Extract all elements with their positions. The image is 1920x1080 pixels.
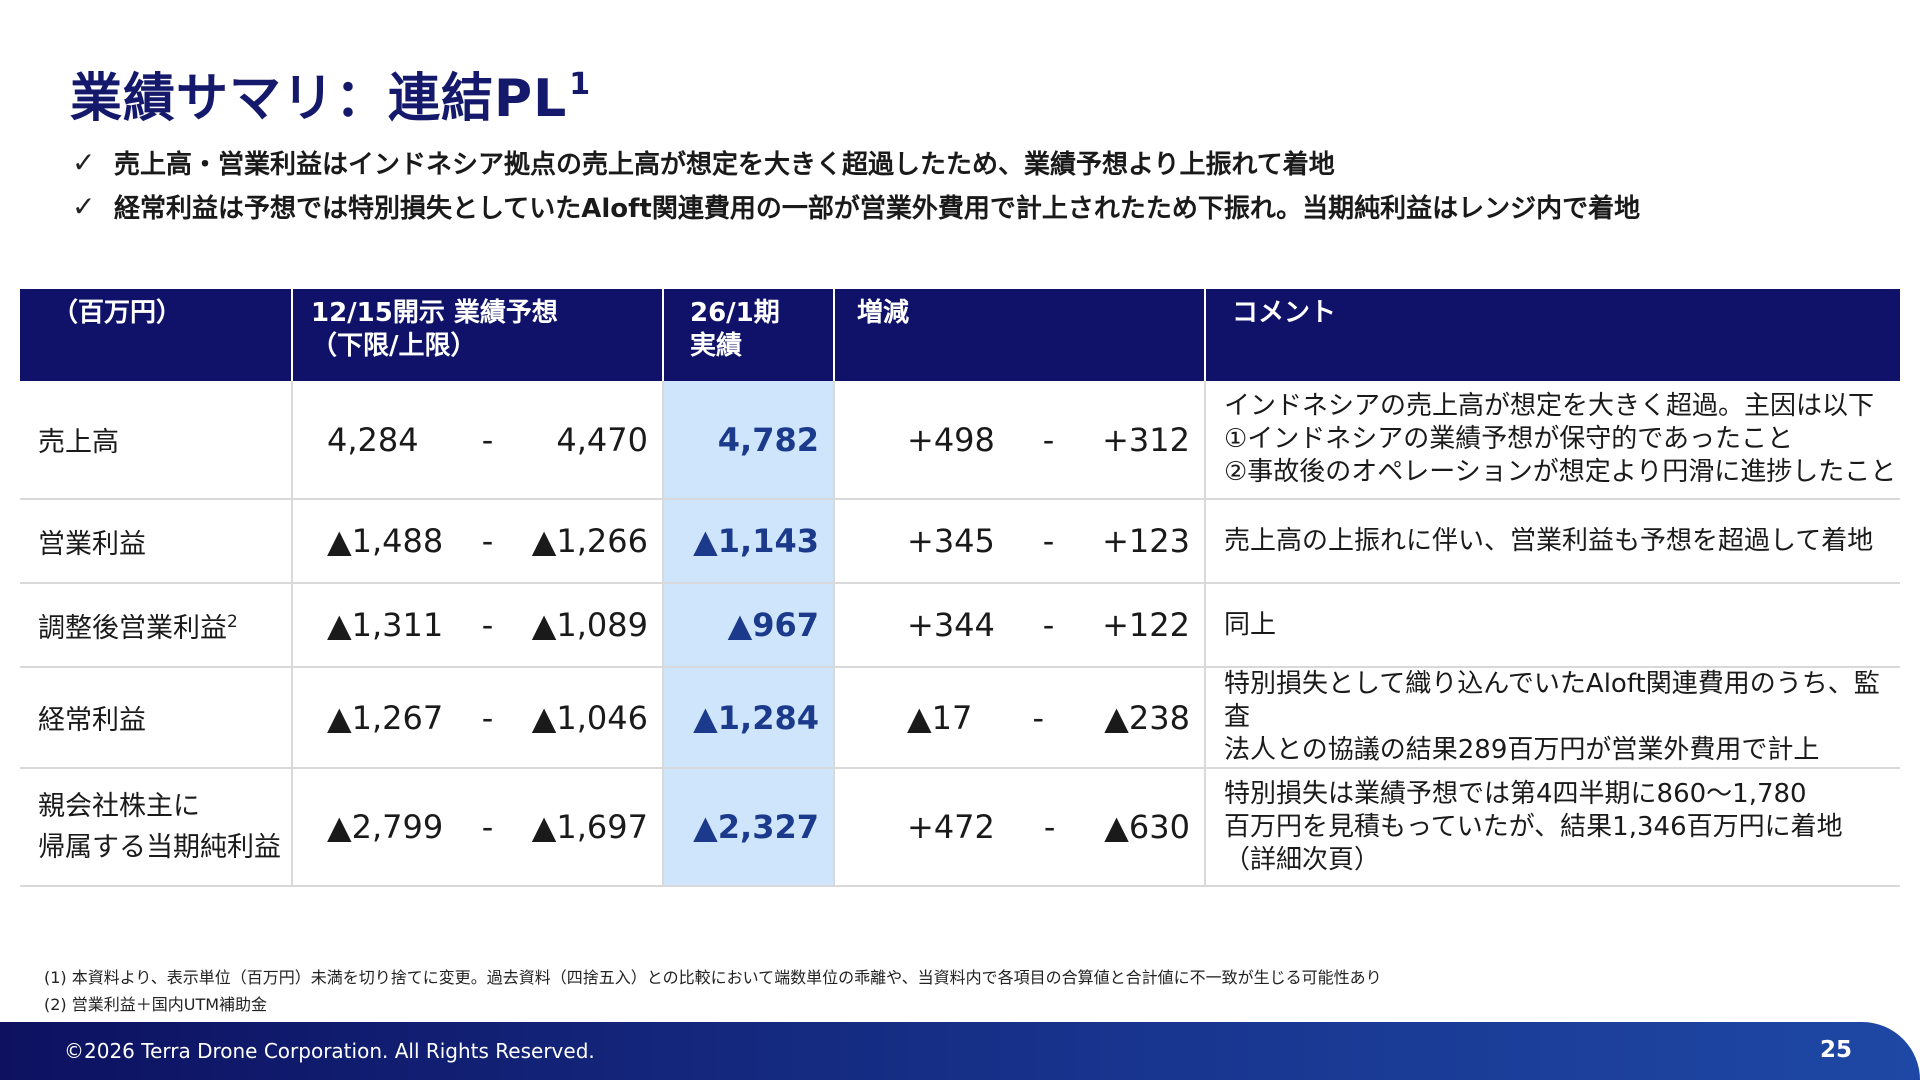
forecast-high: ▲1,046	[531, 698, 648, 737]
forecast-high: ▲1,089	[531, 606, 648, 644]
actual-value: ▲967	[663, 583, 835, 668]
table-row: 親会社株主に 帰属する当期純利益 ▲2,799- ▲1,697 ▲2,327 +472-…	[20, 768, 1900, 887]
row-comment-text: 特別損失は業績予想では第4四半期に860～1,780 百万円を見積もっていたが、…	[1224, 778, 1843, 875]
range-separator: -	[481, 698, 494, 737]
forecast-high: ▲1,266	[531, 522, 648, 560]
row-comment-text: 売上高の上振れに伴い、営業利益も予想を超過して着地	[1224, 525, 1874, 556]
table-row: 調整後営業利益2 ▲1,311- ▲1,089 ▲967 +344- +122 同上	[20, 583, 1900, 668]
row-comment: 特別損失として織り込んでいたAloft関連費用のうち、監査 法人との協議の結果2…	[1205, 667, 1900, 769]
forecast-range-cell: ▲1,311- ▲1,089	[292, 583, 664, 668]
change-low: ▲17	[907, 698, 973, 737]
change-range-cell: +472 - ▲630	[834, 768, 1206, 887]
range-separator: -	[481, 606, 494, 644]
forecast-range-cell: ▲1,267- ▲1,046	[292, 667, 664, 769]
range-separator: -	[1042, 522, 1055, 560]
title-footnote-marker: 1	[569, 67, 592, 102]
footer-bar: ©2026 Terra Drone Corporation. All Right…	[0, 1022, 1920, 1080]
forecast-low: ▲1,311	[327, 606, 444, 644]
table-row: 売上高 4,284 - 4,470 4,782 +498 - +312 インドネシアの売上高が想…	[20, 381, 1900, 500]
change-high: ▲238	[1104, 698, 1190, 737]
change-low: +344	[907, 606, 995, 644]
table-row: 営業利益 ▲1,488- ▲1,266 ▲1,143 +345- +123 売上高の上振れに…	[20, 499, 1900, 584]
range-separator: -	[1032, 698, 1045, 737]
header-forecast-line2: （下限/上限）	[311, 331, 477, 361]
change-low: +498	[907, 420, 995, 459]
change-high: ▲630	[1104, 808, 1190, 846]
actual-value: ▲1,143	[663, 499, 835, 584]
header-actual-line2: 実績	[690, 331, 743, 361]
range-separator: -	[1042, 420, 1055, 459]
header-actual-line1: 26/1期	[690, 298, 780, 328]
range-separator: -	[1042, 606, 1055, 644]
table-header-row: （百万円） 12/15開示 業績予想 （下限/上限） 26/1期 実績 増減 コ…	[20, 289, 1900, 381]
row-item-label: 営業利益	[38, 528, 146, 560]
header-unit: （百万円）	[20, 289, 293, 381]
slide-title-text: 業績サマリ：連結PL	[70, 69, 568, 129]
row-comment-text: インドネシアの売上高が想定を大きく超過。主因は以下 ①インドネシアの業績予想が保…	[1224, 391, 1897, 487]
change-range-cell: +344 - +122	[834, 583, 1206, 668]
copyright-text: ©2026 Terra Drone Corporation. All Right…	[64, 1039, 595, 1063]
header-forecast: 12/15開示 業績予想 （下限/上限）	[292, 289, 664, 381]
forecast-low: 4,284	[327, 420, 419, 459]
row-item: 営業利益	[20, 499, 293, 584]
checkmark-icon: ✓	[72, 145, 96, 179]
row-comment: 同上	[1205, 583, 1900, 668]
row-item-footnote-marker: 2	[227, 611, 238, 632]
summary-bullet: ✓ 経常利益は予想では特別損失としていたAloft関連費用の一部が営業外費用で計…	[72, 184, 1640, 228]
page-number: 25	[1819, 1037, 1852, 1063]
slide-title: 業績サマリ：連結PL1	[70, 56, 591, 131]
row-item-label: 売上高	[38, 427, 119, 458]
forecast-low: ▲2,799	[327, 808, 444, 846]
row-item-label: 経常利益	[38, 705, 146, 736]
forecast-range-cell: ▲2,799- ▲1,697	[292, 768, 664, 887]
header-actual: 26/1期 実績	[663, 289, 835, 381]
forecast-high: ▲1,697	[531, 808, 648, 846]
table-row: 経常利益 ▲1,267- ▲1,046 ▲1,284 ▲17- ▲238 特別損失として織り…	[20, 667, 1900, 769]
forecast-range-cell: ▲1,488- ▲1,266	[292, 499, 664, 584]
bullet-text: 売上高・営業利益はインドネシア拠点の売上高が想定を大きく超過したため、業績予想よ…	[114, 149, 1335, 180]
consolidated-pl-table: （百万円） 12/15開示 業績予想 （下限/上限） 26/1期 実績 増減 コ…	[20, 289, 1900, 887]
row-item: 売上高	[20, 381, 293, 500]
row-item: 調整後営業利益2	[20, 583, 293, 668]
change-range-cell: +498 - +312	[834, 381, 1206, 500]
change-low: +345	[907, 522, 995, 560]
row-item-label: 親会社株主に 帰属する当期純利益	[38, 790, 281, 863]
summary-bullets: ✓ 売上高・営業利益はインドネシア拠点の売上高が想定を大きく超過したため、業績予…	[72, 140, 1640, 228]
range-separator: -	[481, 420, 494, 459]
forecast-range-cell: 4,284 - 4,470	[292, 381, 664, 500]
change-high: +312	[1102, 420, 1190, 459]
change-range-cell: +345 - +123	[834, 499, 1206, 584]
footnote: (1) 本資料より、表示単位（百万円）未満を切り捨てに変更。過去資料（四捨五入）…	[44, 968, 1382, 987]
footnotes: (1) 本資料より、表示単位（百万円）未満を切り捨てに変更。過去資料（四捨五入）…	[44, 964, 1382, 1018]
change-range-cell: ▲17 - ▲238	[834, 667, 1206, 769]
change-low: +472	[907, 808, 995, 846]
actual-value: ▲1,284	[663, 667, 835, 769]
summary-bullet: ✓ 売上高・営業利益はインドネシア拠点の売上高が想定を大きく超過したため、業績予…	[72, 140, 1640, 184]
row-item-label: 調整後営業利益	[38, 612, 227, 644]
header-comment: コメント	[1205, 289, 1900, 381]
header-change: 増減	[834, 289, 1206, 381]
header-forecast-line1: 12/15開示 業績予想	[311, 298, 558, 328]
change-high: +123	[1102, 522, 1190, 560]
forecast-high: 4,470	[556, 420, 648, 459]
row-item: 経常利益	[20, 667, 293, 769]
row-comment: インドネシアの売上高が想定を大きく超過。主因は以下 ①インドネシアの業績予想が保…	[1205, 381, 1900, 500]
actual-value: ▲2,327	[663, 768, 835, 887]
footnote: (2) 営業利益＋国内UTM補助金	[44, 995, 268, 1014]
actual-value: 4,782	[663, 381, 835, 500]
checkmark-icon: ✓	[72, 189, 96, 223]
forecast-low: ▲1,267	[327, 698, 444, 737]
range-separator: -	[1043, 808, 1056, 846]
range-separator: -	[481, 808, 494, 846]
range-separator: -	[481, 522, 494, 560]
row-comment: 売上高の上振れに伴い、営業利益も予想を超過して着地	[1205, 499, 1900, 584]
bullet-text: 経常利益は予想では特別損失としていたAloft関連費用の一部が営業外費用で計上さ…	[114, 193, 1641, 224]
row-item: 親会社株主に 帰属する当期純利益	[20, 768, 293, 887]
row-comment-text: 同上	[1224, 609, 1277, 640]
row-comment-text: 特別損失として織り込んでいたAloft関連費用のうち、監査 法人との協議の結果2…	[1224, 669, 1880, 765]
row-comment: 特別損失は業績予想では第4四半期に860～1,780 百万円を見積もっていたが、…	[1205, 768, 1900, 887]
forecast-low: ▲1,488	[327, 522, 444, 560]
change-high: +122	[1102, 606, 1190, 644]
